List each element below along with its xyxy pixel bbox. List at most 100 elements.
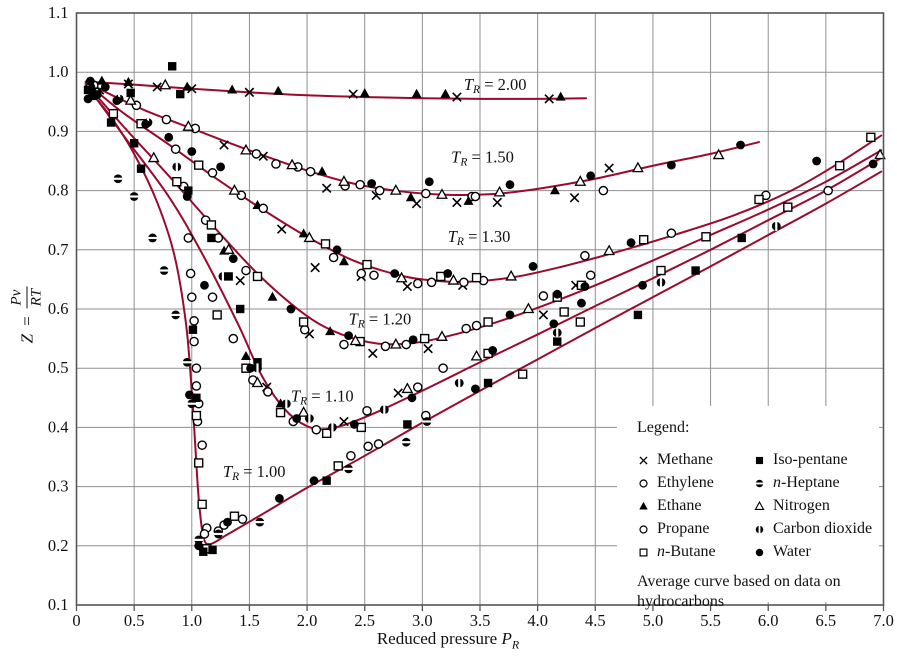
point-water [470, 384, 480, 394]
point-ethylene [421, 188, 431, 199]
point-nitrogen [147, 151, 160, 163]
legend-item-label: Ethane [657, 497, 702, 514]
legend-item-label: Propane [657, 520, 710, 537]
legend-item-iso-pentane: Iso-pentane [753, 449, 873, 471]
x-axis-label: Reduced pressure PR [318, 629, 578, 652]
point-ethylene [373, 439, 384, 449]
circle-open-icon [639, 524, 648, 534]
square-filled-icon [755, 456, 764, 464]
legend: Legend: Methane Ethylene Ethane Propane n-Bu… [617, 406, 879, 610]
point-water [228, 254, 238, 264]
point-propane [363, 441, 373, 452]
x-tick-label: 1.5 [239, 611, 260, 630]
point-carbon-dioxide [454, 378, 464, 388]
point-carbon-dioxide [771, 221, 781, 231]
point-n-butane [252, 271, 263, 282]
point-n-butane [197, 499, 207, 510]
point-n-butane [298, 317, 309, 327]
point-ethane [317, 166, 328, 176]
point-water [194, 541, 204, 551]
legend-item-propane: Propane [637, 518, 753, 540]
legend-item-label: Carbon dioxide [773, 520, 873, 537]
point-n-butane [517, 369, 528, 379]
point-iso-pentane [106, 118, 116, 127]
point-propane [339, 339, 349, 350]
point-propane [471, 320, 482, 331]
y-tick-label: 1.0 [48, 62, 69, 81]
x-tick-label: 6.5 [816, 611, 837, 630]
legend-item-n-butane: n-Butane [637, 541, 753, 563]
series-water [83, 76, 878, 551]
point-ethane [273, 85, 284, 95]
curve-tr-1.20 [84, 81, 883, 346]
point-nitrogen [395, 271, 408, 283]
point-water [505, 310, 515, 320]
point-water [390, 269, 400, 278]
point-methane [321, 183, 332, 193]
point-methane [339, 416, 349, 427]
point-water [164, 132, 174, 142]
point-water [100, 82, 110, 92]
point-iso-pentane [126, 88, 135, 98]
point-nitrogen [389, 337, 402, 349]
curve-label-tr-2.00: TR = 2.00 [464, 75, 527, 96]
point-propane [580, 250, 590, 261]
point-n-butane [172, 177, 182, 187]
y-tick-label: 0.3 [48, 477, 69, 496]
point-nitrogen [401, 382, 414, 394]
point-ethane [123, 76, 134, 86]
point-n-heptane [182, 357, 192, 367]
point-n-butane [212, 310, 222, 320]
point-ethane [359, 88, 370, 98]
point-ethane [338, 256, 349, 266]
point-ethane [267, 291, 278, 301]
legend-title: Legend: [637, 419, 690, 436]
y-tick-label: 0.7 [48, 240, 69, 259]
point-iso-pentane [88, 91, 97, 101]
x-tick-label: 6.0 [758, 611, 779, 630]
point-ethane [411, 88, 422, 98]
triangle-open-icon [754, 500, 765, 510]
point-water [407, 393, 417, 403]
y-tick-label: 0.8 [48, 181, 69, 200]
point-carbon-dioxide [379, 404, 389, 415]
point-water [552, 289, 562, 299]
x-tick-label: 3.5 [470, 611, 491, 630]
point-methane [423, 343, 433, 354]
point-nitrogen [297, 406, 310, 417]
curve-label-tr-1.10: TR = 1.10 [291, 387, 354, 408]
point-ethylene [538, 291, 549, 301]
point-water [367, 179, 377, 188]
point-nitrogen [389, 184, 402, 195]
x-axis-symbol: PR [501, 629, 520, 652]
y-tick-label: 0.9 [48, 121, 69, 140]
point-ethylene [461, 323, 471, 334]
point-water [577, 298, 586, 308]
legend-item-label: Water [773, 543, 811, 560]
legend-item-label: n-Butane [657, 543, 716, 560]
point-n-butane [483, 317, 493, 327]
point-propane [237, 514, 248, 524]
point-ethylene [328, 252, 339, 263]
point-carbon-dioxide [218, 271, 228, 282]
point-n-butane [754, 194, 764, 205]
point-ethane [182, 81, 193, 91]
series-n-heptane [113, 174, 432, 545]
square-open-icon [639, 548, 648, 556]
point-nitrogen [124, 94, 137, 105]
point-iso-pentane [483, 378, 493, 388]
series-n-butane [108, 108, 876, 554]
point-water [408, 335, 418, 345]
point-iso-pentane [322, 476, 331, 485]
y-tick-label: 0.4 [48, 417, 69, 436]
point-water [185, 390, 194, 400]
point-iso-pentane [136, 164, 146, 173]
curve-tr-1.10 [84, 83, 883, 431]
x-tick-label: 4.0 [527, 611, 548, 630]
point-n-butane [701, 232, 711, 242]
point-ethylene [191, 381, 202, 391]
x-tick-label: 2.5 [354, 611, 375, 630]
curve-label-tr-1.00: TR = 1.00 [223, 462, 286, 483]
point-nitrogen [574, 175, 587, 186]
point-propane [185, 268, 196, 279]
